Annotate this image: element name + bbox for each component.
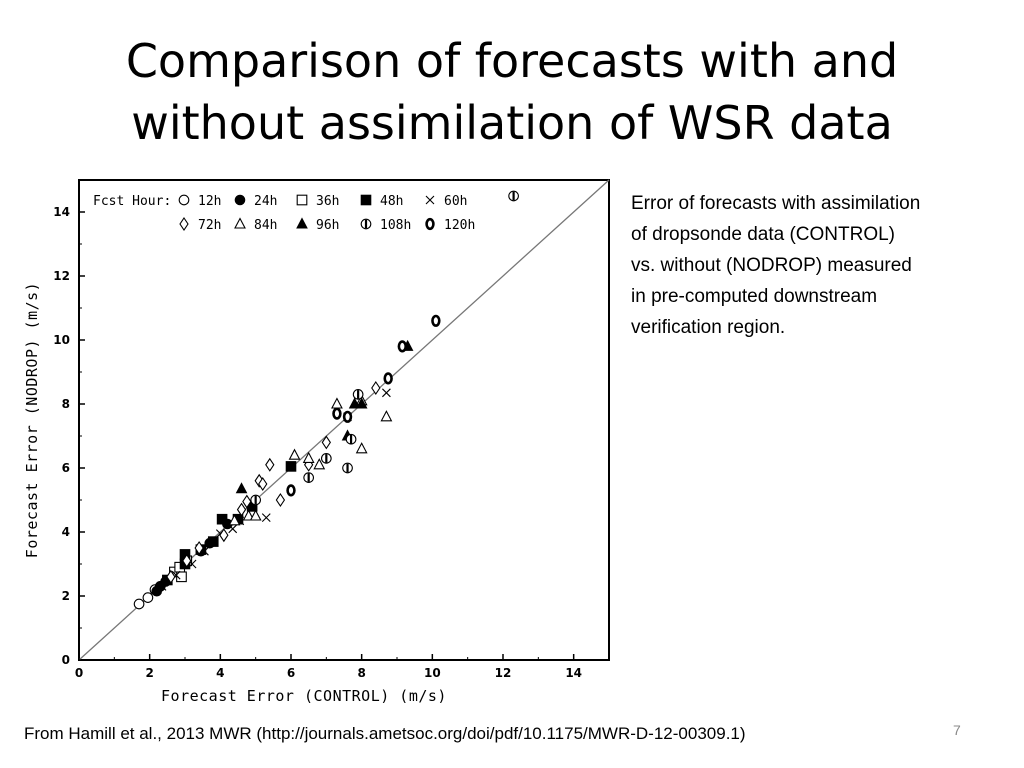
- legend-label-72h: 72h: [198, 218, 221, 233]
- legend-marker-72h: [179, 217, 189, 231]
- data-point-84h: [242, 509, 255, 521]
- legend-label-96h: 96h: [316, 218, 339, 233]
- data-point-60h: [261, 513, 271, 522]
- data-point-96h: [355, 397, 368, 409]
- data-point-12h: [133, 598, 145, 610]
- data-point-84h: [249, 509, 262, 521]
- data-point-12h: [142, 592, 154, 603]
- data-point-120h: [342, 410, 353, 423]
- data-point-108h: [303, 472, 315, 483]
- legend-label-84h: 84h: [254, 218, 277, 233]
- chart-description: Error of forecasts with assimilation of …: [631, 188, 1011, 343]
- y-tick-label: 2: [62, 589, 70, 603]
- plot-frame: [78, 179, 610, 661]
- x-tick-label: 10: [424, 666, 441, 680]
- legend-label-48h: 48h: [380, 194, 403, 209]
- data-point-72h: [236, 502, 247, 517]
- description-line-2: of dropsonde data (CONTROL): [631, 224, 896, 245]
- y-tick-label: 10: [53, 333, 70, 347]
- legend-marker-12h: [178, 194, 190, 206]
- source-citation: From Hamill et al., 2013 MWR (http://jou…: [24, 724, 746, 743]
- data-point-84h: [302, 451, 315, 463]
- data-point-108h: [508, 190, 519, 202]
- data-point-108h: [342, 462, 353, 474]
- legend-marker-48h: [360, 194, 372, 206]
- x-tick-label: 4: [216, 666, 224, 680]
- description-line-4: in pre-computed downstream: [631, 286, 878, 307]
- data-point-108h: [250, 494, 262, 506]
- data-point-48h: [216, 513, 228, 525]
- x-tick-label: 2: [145, 666, 153, 680]
- data-point-72h: [194, 541, 204, 555]
- legend-marker-96h: [296, 217, 308, 229]
- data-point-72h: [182, 553, 192, 568]
- x-axis-label: Forecast Error (CONTROL) (m/s): [161, 687, 447, 705]
- data-point-120h: [431, 314, 441, 327]
- data-point-84h: [228, 514, 241, 526]
- data-point-36h: [176, 571, 187, 583]
- y-tick-label: 0: [62, 653, 70, 667]
- x-tick-label: 12: [495, 666, 512, 680]
- legend-title: Fcst Hour:: [93, 194, 171, 209]
- y-tick-label: 14: [53, 205, 70, 219]
- y-tick-label: 12: [53, 269, 70, 283]
- data-point-84h: [288, 448, 301, 460]
- legend-marker-36h: [296, 194, 308, 206]
- title-line-2: without assimilation of WSR data: [131, 96, 893, 150]
- data-point-96h: [348, 397, 361, 409]
- legend-label-24h: 24h: [254, 194, 277, 209]
- data-point-72h: [242, 494, 252, 509]
- legend-marker-24h: [234, 194, 246, 206]
- data-point-72h: [321, 435, 331, 450]
- y-tick-label: 8: [62, 397, 70, 411]
- legend-label-108h: 108h: [380, 218, 411, 233]
- data-point-60h: [382, 388, 391, 398]
- page-number: 7: [953, 722, 961, 738]
- slide-title: Comparison of forecasts with and without…: [0, 30, 1024, 154]
- legend-marker-60h: [425, 195, 435, 205]
- data-point-108h: [320, 453, 332, 464]
- legend-label-12h: 12h: [198, 194, 221, 209]
- y-tick-label: 4: [62, 525, 70, 539]
- legend-marker-108h: [360, 218, 372, 230]
- data-point-60h: [228, 524, 238, 534]
- x-tick-label: 8: [357, 666, 365, 680]
- x-tick-label: 0: [75, 666, 83, 680]
- data-point-72h: [166, 569, 176, 584]
- data-point-120h: [383, 372, 393, 385]
- data-point-72h: [275, 493, 286, 507]
- data-point-120h: [332, 407, 342, 420]
- data-point-84h: [355, 442, 368, 454]
- data-point-48h: [285, 461, 297, 472]
- description-line-1: Error of forecasts with assimilation: [631, 193, 921, 214]
- scatter-chart: 0 2 4 6 8 10 12 14 0 2 4 6 8 10 12 14 Forecast Error (CO…: [23, 179, 610, 705]
- y-axis-label: Forecast Error (NODROP) (m/s): [23, 282, 41, 558]
- x-tick-label: 6: [287, 666, 295, 680]
- legend-marker-84h: [234, 217, 246, 229]
- data-point-72h: [371, 381, 381, 395]
- description-line-3: vs. without (NODROP) measured: [631, 255, 912, 276]
- data-point-72h: [258, 477, 268, 491]
- data-point-84h: [313, 458, 326, 470]
- data-point-120h: [286, 484, 296, 497]
- title-line-1: Comparison of forecasts with and: [125, 34, 899, 88]
- data-point-96h: [235, 482, 248, 494]
- description-line-5: verification region.: [631, 317, 786, 338]
- legend-marker-120h: [425, 217, 435, 231]
- data-point-108h: [352, 389, 364, 400]
- data-point-48h: [207, 536, 219, 547]
- y-tick-label: 6: [62, 461, 70, 475]
- legend-label-36h: 36h: [316, 194, 339, 209]
- data-point-84h: [331, 397, 343, 409]
- data-point-84h: [380, 410, 393, 422]
- data-point-60h: [157, 582, 167, 591]
- data-point-120h: [397, 340, 407, 353]
- data-point-72h: [265, 457, 275, 472]
- data-point-72h: [219, 528, 229, 543]
- x-tick-label: 14: [565, 666, 582, 680]
- legend-label-120h: 120h: [444, 218, 475, 233]
- legend-label-60h: 60h: [444, 194, 467, 209]
- data-point-108h: [345, 433, 357, 445]
